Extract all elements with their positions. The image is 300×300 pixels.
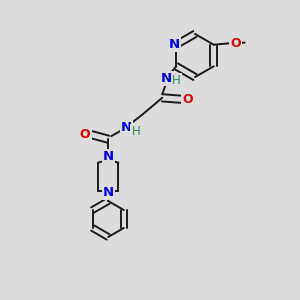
Text: H: H	[131, 125, 140, 138]
Text: O: O	[182, 93, 193, 106]
Text: N: N	[103, 150, 114, 163]
Text: N: N	[161, 72, 172, 85]
Text: N: N	[103, 185, 114, 199]
Text: O: O	[230, 37, 241, 50]
Text: H: H	[172, 74, 181, 87]
Text: N: N	[121, 121, 132, 134]
Text: N: N	[169, 38, 180, 51]
Text: O: O	[80, 128, 90, 141]
